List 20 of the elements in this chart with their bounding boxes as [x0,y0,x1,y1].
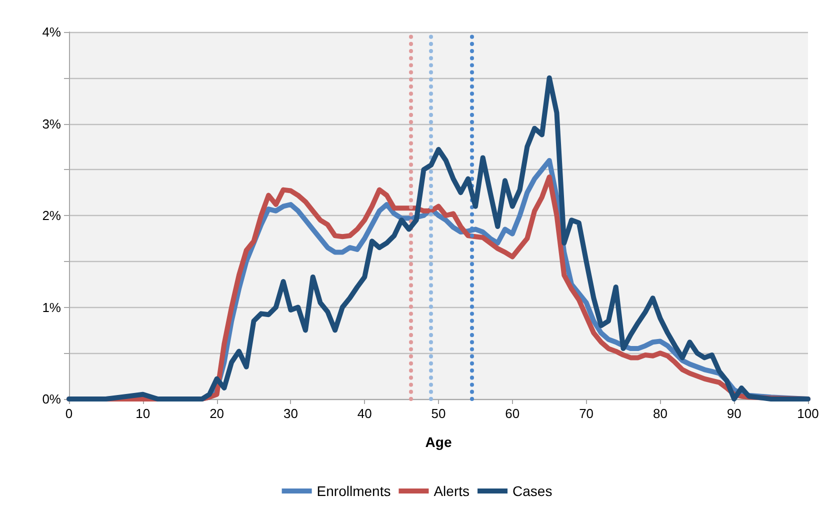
x-axis-title: Age [425,434,452,450]
legend-label: Enrollments [316,483,391,499]
legend-label: Cases [512,483,552,499]
x-tick-label: 100 [797,406,819,421]
x-tick-label: 70 [579,406,594,421]
x-tick-label: 20 [210,406,224,421]
legend-label: Alerts [434,483,470,499]
x-tick-label: 0 [65,406,73,421]
y-tick-label: 1% [42,300,62,315]
y-tick-label: 2% [42,208,62,223]
y-tick-label: 4% [42,24,62,40]
x-tick-label: 50 [431,406,446,421]
x-tick-label: 80 [652,406,668,421]
x-tick-label: 30 [283,406,298,421]
x-tick-label: 60 [505,406,520,421]
y-tick-label: 0% [42,392,62,406]
y-tick-label: 3% [42,116,62,132]
x-tick-label: 40 [357,406,372,421]
x-tick-label: 90 [726,406,742,421]
x-tick-label: 10 [136,406,150,421]
